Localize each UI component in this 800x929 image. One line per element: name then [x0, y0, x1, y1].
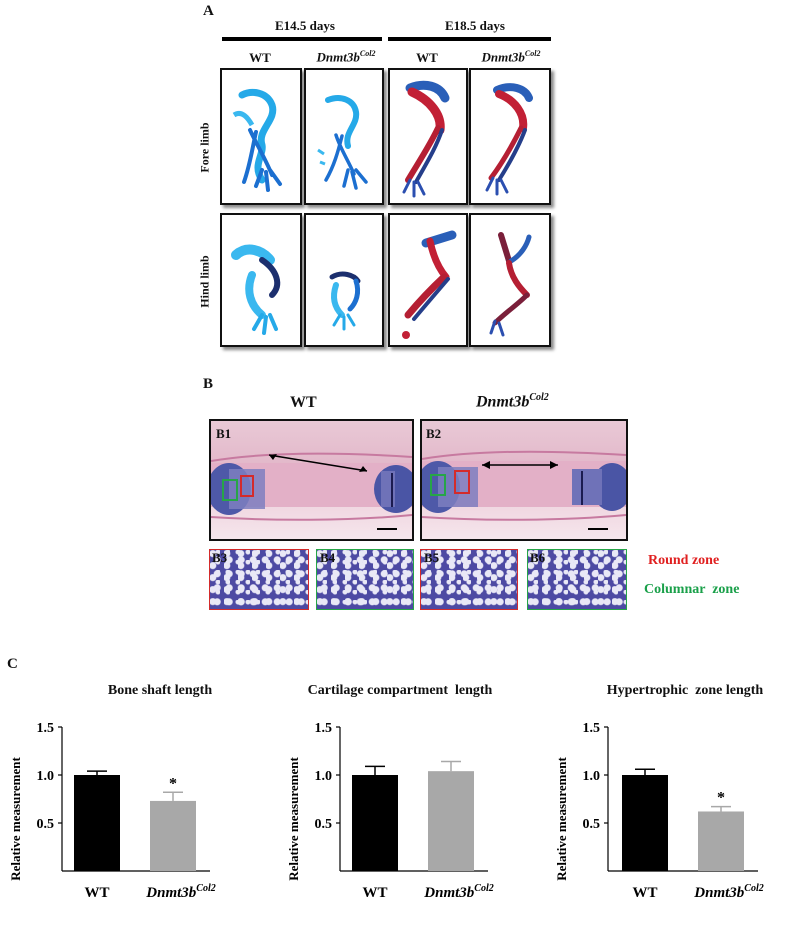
y-tick-label: 1.5 [315, 721, 333, 736]
category-label: Dnmt3bCol2 [145, 883, 215, 901]
thumb-label-b3: B3 [212, 550, 228, 565]
row-label-hind: Hind limb [197, 255, 212, 308]
bar [698, 811, 744, 871]
category-label: WT [84, 885, 109, 901]
bone-section-icon [422, 450, 626, 530]
thumb-b3-round-zone [209, 549, 309, 610]
histology-wt-image [209, 419, 414, 541]
bar [352, 775, 398, 871]
col-header-mut-e14: Dnmt3bCol2 [316, 49, 376, 65]
thumb-label-b4: B4 [320, 550, 336, 565]
histo-title-wt: WT [290, 394, 317, 411]
bar [622, 775, 668, 871]
thumb-label-b5: B5 [424, 550, 440, 565]
hindlimb-mut-e14-image [304, 213, 384, 347]
bar [74, 775, 120, 871]
y-tick-label: 1.0 [583, 769, 601, 784]
chart-1-title: Bone shaft length [107, 683, 213, 698]
forelimb-mut-e18-image [469, 68, 551, 205]
category-label: Dnmt3bCol2 [423, 883, 493, 901]
y-tick-label: 1.0 [37, 769, 55, 784]
bar [150, 800, 196, 871]
hindlimb-wt-e14-image [220, 213, 302, 347]
chart-2-cartilage-compartment: 0.5 1.0 1.5 Relative measurement WT Dnmt3bCol… [286, 721, 494, 901]
category-label: WT [362, 885, 387, 901]
histo-label-b1: B1 [216, 426, 232, 441]
forelimb-mut-e14-image [304, 68, 384, 205]
panel-b-label: B [203, 376, 214, 392]
col-header-wt-e14: WT [249, 50, 271, 65]
bar [428, 771, 474, 871]
group-line-e18 [388, 37, 551, 41]
forelimb-wt-e18-image [388, 68, 468, 205]
y-tick-label: 1.0 [315, 769, 333, 784]
thumb-b5-round-zone [420, 549, 518, 610]
forelimb-skeleton-icon [485, 83, 533, 196]
hindlimb-skeleton-icon [402, 230, 457, 339]
y-tick-label: 0.5 [583, 817, 601, 832]
y-axis-label: Relative measurement [8, 757, 23, 881]
category-label: Dnmt3bCol2 [693, 883, 763, 901]
hindlimb-mut-e18-image [469, 213, 551, 347]
hindlimb-skeleton-icon [231, 244, 281, 335]
hindlimb-wt-e18-image [388, 213, 468, 347]
forelimb-skeleton-icon [402, 80, 450, 198]
chart-3-hypertrophic-zone: 0.5 1.0 1.5 Relative measurement WT * Dnmt3bCo… [554, 721, 764, 901]
group-title-e14: E14.5 days [275, 18, 335, 33]
chart-3-title: Hypertrophic zone length [606, 683, 764, 698]
thumb-b4-columnar-zone [316, 549, 414, 610]
legend-columnar-zone: Columnar zone [644, 582, 740, 597]
forelimb-wt-e14-image [220, 68, 302, 205]
chart-2-title: Cartilage compartment length [307, 683, 493, 698]
hindlimb-skeleton-icon [329, 271, 361, 331]
bone-section-icon [211, 452, 412, 530]
y-tick-label: 0.5 [315, 817, 333, 832]
row-label-fore: Fore limb [197, 122, 212, 173]
y-tick-label: 0.5 [37, 817, 55, 832]
forelimb-skeleton-icon [232, 89, 282, 192]
col-header-wt-e18: WT [416, 50, 438, 65]
significance-mark: * [169, 775, 177, 792]
panel-a-label: A [203, 3, 214, 19]
bar-charts-svg: 0.5 1.0 1.5 Relative measurement WT * Dnmt3bCo… [8, 721, 764, 901]
significance-mark: * [717, 790, 725, 807]
col-header-mut-e18: Dnmt3bCol2 [481, 49, 541, 65]
histo-title-mut: Dnmt3bCol2 [476, 392, 549, 411]
group-line-e14 [222, 37, 382, 41]
group-title-e18: E18.5 days [445, 18, 505, 33]
chart-1-bone-shaft: 0.5 1.0 1.5 Relative measurement WT * Dnmt3bCo… [8, 721, 216, 901]
histology-mut-image [420, 419, 628, 541]
hindlimb-skeleton-icon [489, 232, 532, 337]
y-axis-label: Relative measurement [554, 757, 569, 881]
thumb-label-b6: B6 [530, 550, 546, 565]
legend-round-zone: Round zone [648, 553, 720, 568]
y-tick-label: 1.5 [37, 721, 55, 736]
category-label: WT [632, 885, 657, 901]
y-axis-label: Relative measurement [286, 757, 301, 881]
panel-c-label: C [7, 656, 18, 672]
thumb-b6-columnar-zone [527, 549, 627, 610]
forelimb-skeleton-icon [317, 95, 368, 190]
y-tick-label: 1.5 [583, 721, 601, 736]
histo-label-b2: B2 [426, 426, 442, 441]
